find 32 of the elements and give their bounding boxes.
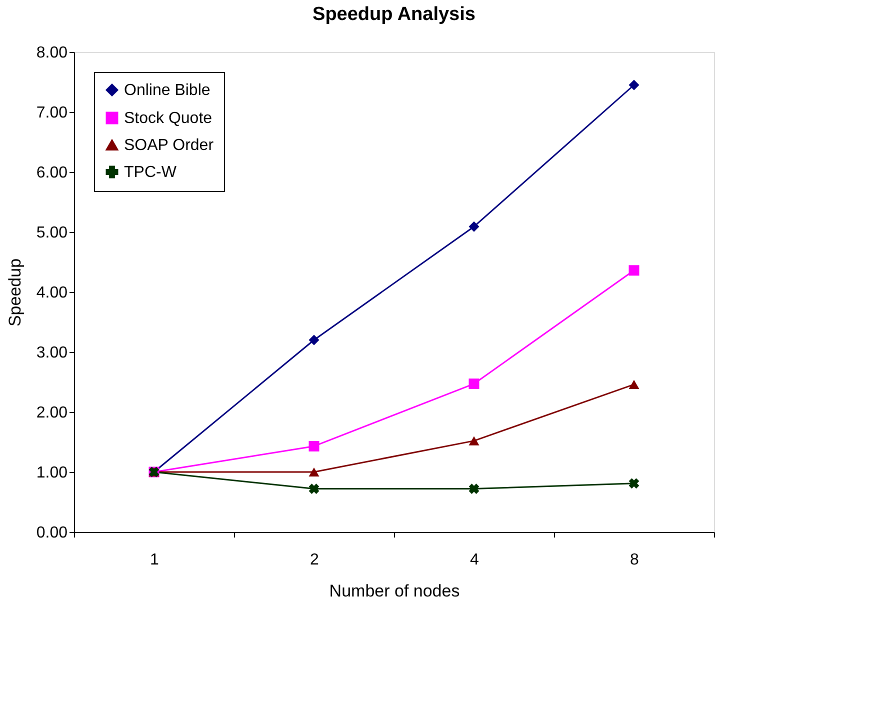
point — [628, 80, 640, 90]
point — [628, 478, 640, 489]
point — [468, 436, 480, 446]
y-tick-label: 3.00 — [36, 344, 68, 362]
y-tick-label: 8.00 — [36, 44, 68, 62]
y-tick-label: 5.00 — [36, 224, 68, 242]
point — [308, 484, 320, 494]
y-tick-label: 2.00 — [36, 404, 68, 422]
point — [308, 334, 320, 346]
x-tick-label: 1 — [150, 552, 160, 568]
x-tick-label: 4 — [470, 552, 480, 568]
x-tick-label: 8 — [630, 552, 640, 568]
legend-label: Online Bible — [124, 82, 210, 99]
y-tick-label: 7.00 — [36, 104, 68, 122]
y-tick-label: 6.00 — [36, 164, 68, 182]
point — [468, 378, 480, 390]
point — [308, 467, 320, 477]
x-axis-title: Number of nodes — [329, 582, 460, 600]
y-tick-label: 1.00 — [36, 464, 68, 482]
chart-title: Speedup Analysis — [312, 4, 476, 25]
point — [628, 380, 640, 389]
y-tick-label: 0.00 — [36, 524, 68, 542]
point — [468, 221, 480, 232]
x-tick-label: 2 — [310, 552, 320, 568]
legend-label: SOAP Order — [124, 137, 214, 154]
y-axis-title: Speedup — [5, 258, 24, 327]
point — [468, 484, 480, 494]
point — [628, 265, 640, 276]
point — [308, 440, 320, 452]
legend-label: TPC-W — [124, 164, 178, 181]
legend-label: Stock Quote — [124, 110, 212, 127]
y-tick-label: 4.00 — [36, 284, 68, 302]
